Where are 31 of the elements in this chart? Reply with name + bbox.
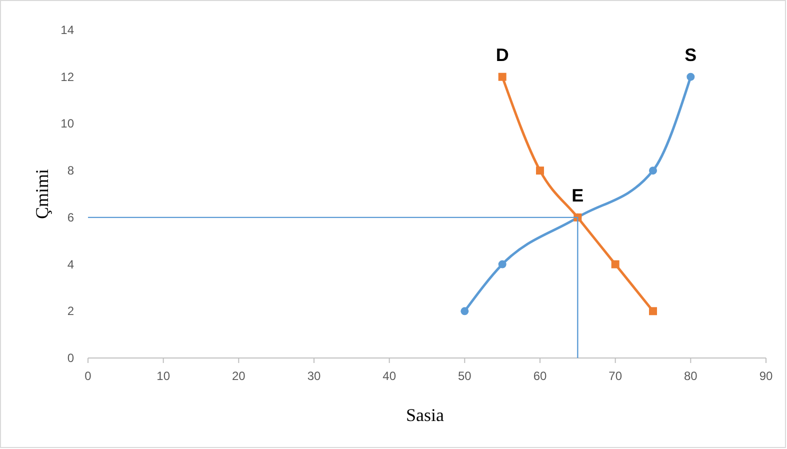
point (611, 260, 620, 268)
y-tick-label: 6 (67, 210, 74, 224)
x-tick-label: 10 (156, 369, 170, 383)
x-tick-label: 60 (533, 369, 547, 383)
point (649, 307, 657, 316)
point (686, 72, 695, 81)
series-label: D (496, 44, 509, 65)
y-tick-label: 8 (67, 164, 74, 178)
x-tick-label: 20 (232, 369, 246, 383)
x-tick-label: 70 (608, 369, 622, 383)
x-tick-label: 50 (458, 369, 472, 383)
y-tick-label: 12 (60, 70, 74, 84)
y-tick-label: 10 (60, 116, 74, 131)
x-tick-label: 90 (759, 369, 773, 383)
y-axis-title: Çmimi (32, 168, 52, 220)
series-label: S (684, 44, 697, 65)
x-axis-title: Sasia (406, 405, 444, 425)
point (536, 166, 544, 175)
point (649, 166, 657, 175)
point (498, 260, 506, 268)
y-tick-label: 2 (67, 304, 74, 318)
y-tick-label: 14 (60, 23, 74, 37)
y-tick-label: 4 (67, 257, 74, 272)
x-tick-label: 40 (382, 369, 396, 383)
x-tick-label: 30 (307, 369, 321, 383)
point (460, 307, 469, 316)
x-tick-label: 0 (84, 369, 92, 383)
y-tick-label: 0 (67, 351, 74, 365)
annotation: E (572, 185, 584, 206)
x-tick-label: 80 (684, 369, 698, 383)
point (498, 72, 506, 81)
